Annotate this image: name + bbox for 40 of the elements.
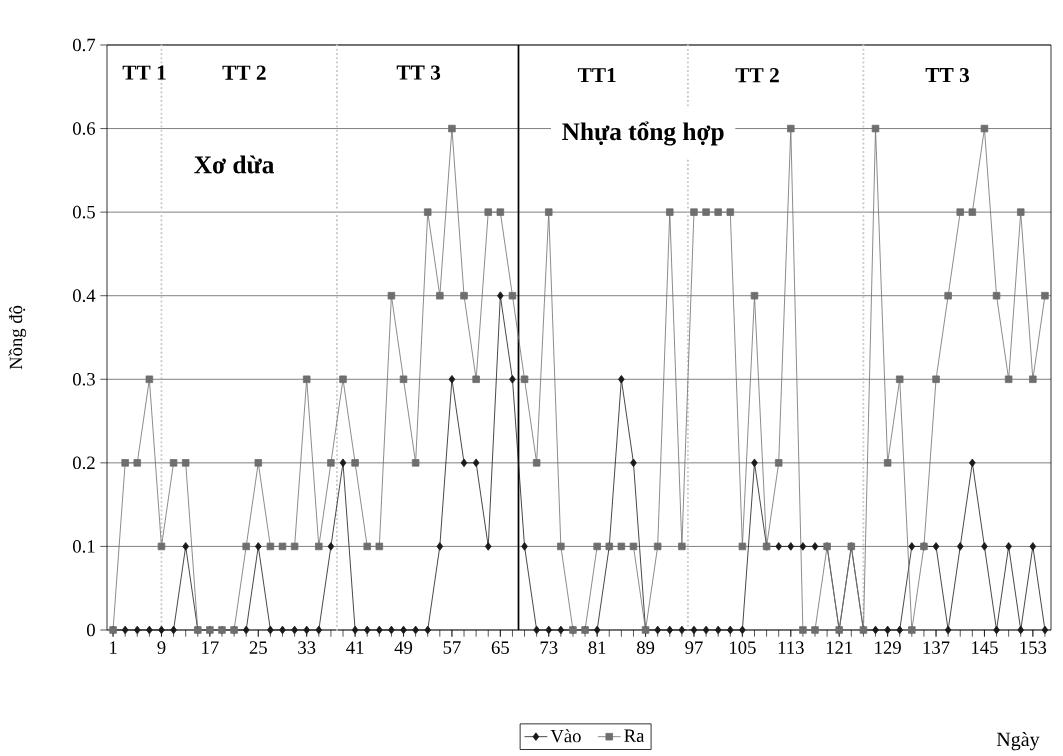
annotation: TT 3	[925, 67, 970, 83]
x-tick-label: 33	[298, 641, 316, 654]
x-tick-label: 105	[730, 641, 756, 654]
x-tick-label: 25	[249, 641, 267, 654]
x-tick-label: 17	[202, 641, 219, 654]
x-tick-label: 145	[972, 641, 998, 654]
x-tick-label: 57	[443, 641, 461, 654]
y-tick-label: 0.4	[73, 289, 96, 303]
x-tick-label: 113	[778, 641, 804, 654]
annotation: TT 2	[222, 65, 266, 80]
x-tick-label: 153	[1020, 641, 1047, 654]
annotation: Nhựa tổng hợp	[562, 121, 724, 146]
x-tick-label: 129	[875, 641, 901, 654]
annotation: TT 2	[735, 68, 779, 83]
annotation: Xơ dừa	[194, 155, 274, 174]
x-tick-label: 121	[826, 641, 853, 654]
x-axis-title: Ngày	[996, 732, 1040, 751]
y-tick-label: 0.1	[73, 540, 95, 553]
y-tick-label: 0	[87, 623, 95, 637]
x-tick-label: 81	[588, 641, 606, 654]
annotation: TT 3	[396, 65, 441, 80]
legend-label: Ra	[624, 729, 645, 742]
x-tick-label: 41	[346, 641, 364, 654]
x-tick-label: 49	[394, 641, 413, 654]
x-tick-label: 97	[685, 641, 703, 654]
x-tick-label: 73	[540, 641, 558, 654]
y-tick-label: 0.7	[73, 38, 96, 52]
y-tick-label: 0.5	[73, 205, 95, 219]
legend-label: Vào	[550, 729, 581, 743]
annotation: TT 1	[122, 65, 166, 80]
x-tick-label: 89	[636, 641, 655, 654]
x-tick-label: 137	[923, 641, 950, 654]
x-tick-label: 1	[110, 641, 117, 654]
y-tick-label: 0.6	[73, 122, 96, 135]
y-tick-label: 0.2	[73, 456, 95, 470]
y-tick-label: 0.3	[73, 372, 95, 386]
x-tick-label: 65	[491, 641, 509, 654]
annotation: TT1	[577, 68, 616, 83]
y-axis-title: Nồng độ	[8, 305, 27, 370]
x-tick-label: 9	[157, 641, 166, 654]
